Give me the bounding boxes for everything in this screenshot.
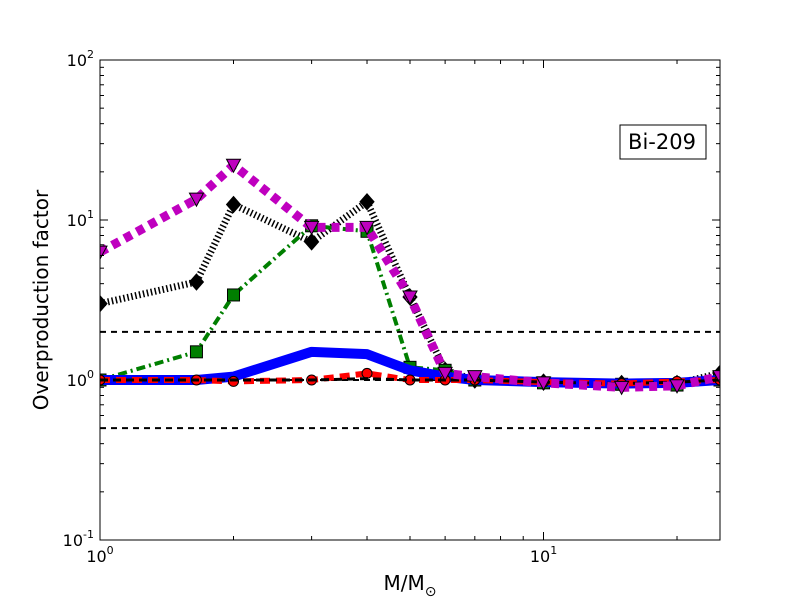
- series-5-point-1: [188, 192, 205, 208]
- series-1-point-2: [227, 288, 241, 302]
- annotation-frame: [619, 124, 707, 160]
- series-5-point-3: [303, 220, 320, 236]
- series-0-point-4: [359, 193, 375, 211]
- series-5-point-6: [437, 366, 453, 382]
- series-5-point-4: [359, 220, 375, 236]
- series-5-point-2: [225, 158, 242, 174]
- series-0-point-2: [225, 195, 242, 214]
- y-tick-label-3: 102: [67, 48, 94, 70]
- x-axis-label: M/M⊙: [384, 571, 437, 600]
- series-3-point-4: [361, 367, 373, 379]
- series-5-point-8: [535, 376, 552, 391]
- annotation-label: Bi-209: [628, 130, 696, 154]
- series-1-point-1: [189, 345, 203, 359]
- annotation-box: Bi-209: [619, 124, 707, 160]
- y-tick-label-0: 10-1: [63, 528, 94, 550]
- series-line-4: [100, 377, 720, 386]
- series-5-point-5: [402, 290, 418, 306]
- y-axis-label: Overproduction factor: [29, 189, 53, 410]
- x-axis-label-subscript: ⊙: [425, 584, 437, 600]
- series-line-5: [100, 160, 720, 392]
- series-0-point-3: [303, 233, 320, 251]
- x-tick-label-1: 101: [530, 544, 557, 566]
- series-0-point-1: [188, 273, 205, 291]
- plot-area: [100, 158, 720, 430]
- x-axis-label-main: M/M: [384, 571, 425, 595]
- series-5-point-9: [613, 380, 630, 396]
- series-5-point-10: [669, 379, 685, 394]
- series-5-point-7: [466, 370, 483, 385]
- x-tick-label-0: 100: [86, 544, 113, 566]
- y-tick-label-2: 101: [67, 208, 94, 230]
- y-tick-label-1: 100: [67, 368, 94, 390]
